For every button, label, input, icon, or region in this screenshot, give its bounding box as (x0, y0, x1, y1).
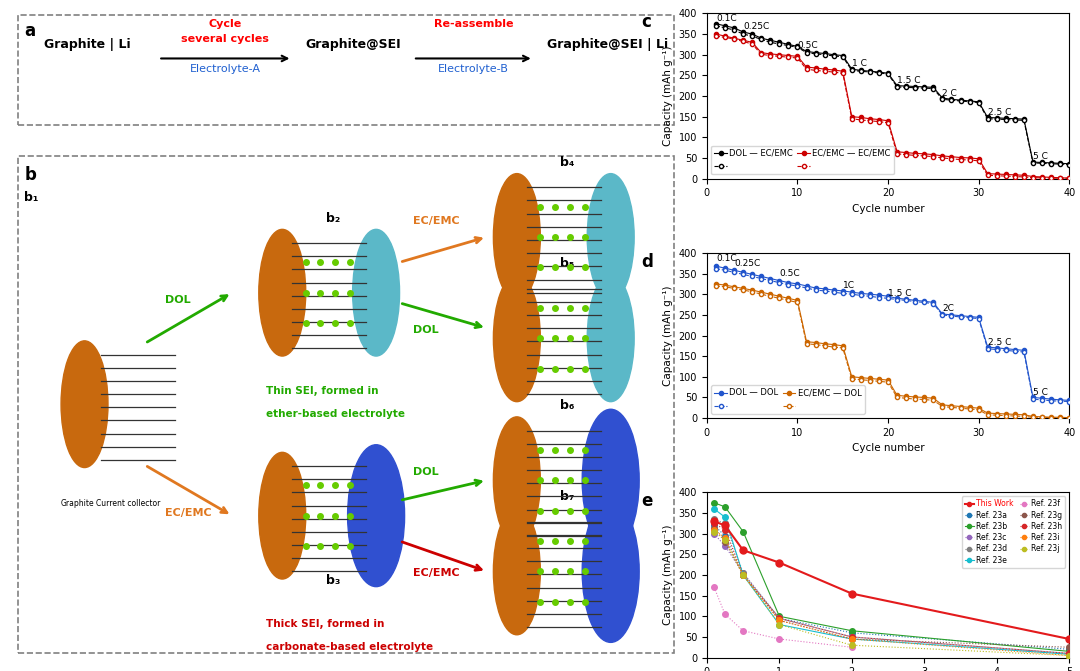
Text: DOL: DOL (165, 295, 190, 305)
Text: Cycle: Cycle (208, 19, 242, 29)
Text: c: c (642, 13, 651, 32)
Ellipse shape (582, 409, 639, 551)
Text: 5 C: 5 C (1032, 389, 1048, 397)
Text: b₅: b₅ (561, 258, 575, 270)
Text: 0.25C: 0.25C (734, 259, 760, 268)
Text: 1.5 C: 1.5 C (888, 289, 912, 299)
Text: 2.5 C: 2.5 C (988, 338, 1011, 347)
Text: 0.1C: 0.1C (716, 14, 737, 23)
X-axis label: Cycle number: Cycle number (852, 444, 924, 454)
Text: 2.5 C: 2.5 C (988, 107, 1011, 117)
Text: Thick SEI, formed in: Thick SEI, formed in (266, 619, 383, 629)
Text: b: b (24, 166, 36, 184)
Ellipse shape (494, 275, 540, 402)
Text: Graphite@SEI | Li: Graphite@SEI | Li (546, 38, 669, 51)
Text: b₁: b₁ (24, 191, 39, 205)
Text: several cycles: several cycles (181, 34, 269, 44)
Text: DOL: DOL (413, 467, 438, 477)
Ellipse shape (62, 341, 108, 468)
Text: 1 C: 1 C (852, 59, 866, 68)
Text: Thin SEI, formed in: Thin SEI, formed in (266, 386, 378, 396)
Text: b₃: b₃ (326, 574, 340, 587)
Ellipse shape (582, 501, 639, 642)
Legend: DOL — DOL, , EC/EMC — DOL, : DOL — DOL, , EC/EMC — DOL, (711, 385, 865, 414)
Text: EC/EMC: EC/EMC (165, 508, 212, 518)
Text: Graphite: Graphite (60, 499, 95, 507)
Bar (17, 156, 674, 652)
Ellipse shape (348, 445, 405, 586)
Y-axis label: Capacity (mAh g⁻¹): Capacity (mAh g⁻¹) (663, 285, 673, 386)
Text: 5 C: 5 C (1032, 152, 1048, 161)
Text: 0.1C: 0.1C (716, 254, 737, 263)
Text: EC/EMC: EC/EMC (413, 568, 460, 578)
Text: ether-based electrolyte: ether-based electrolyte (266, 409, 405, 419)
Text: a: a (24, 22, 36, 40)
Ellipse shape (259, 452, 306, 579)
Y-axis label: Capacity (mAh g⁻¹): Capacity (mAh g⁻¹) (663, 46, 673, 146)
Text: b₄: b₄ (561, 156, 575, 169)
Text: Electrolyte-B: Electrolyte-B (437, 64, 509, 74)
Bar (17, 15, 674, 125)
Text: Graphite | Li: Graphite | Li (44, 38, 131, 51)
Text: Electrolyte-A: Electrolyte-A (190, 64, 260, 74)
Ellipse shape (588, 275, 634, 402)
Legend: DOL — EC/EMC, , EC/EMC — EC/EMC, : DOL — EC/EMC, , EC/EMC — EC/EMC, (711, 146, 894, 174)
Text: DOL: DOL (413, 325, 438, 336)
Ellipse shape (494, 417, 540, 544)
Ellipse shape (259, 229, 306, 356)
Text: 1C: 1C (842, 281, 854, 290)
Text: 0.5C: 0.5C (780, 270, 800, 278)
Text: Graphite@SEI: Graphite@SEI (306, 38, 402, 51)
Text: carbonate-based electrolyte: carbonate-based electrolyte (266, 642, 433, 652)
Text: b₆: b₆ (561, 399, 575, 412)
Text: Current collector: Current collector (96, 499, 160, 507)
Text: d: d (642, 253, 653, 271)
Text: 0.25C: 0.25C (743, 22, 769, 31)
Text: Re-assemble: Re-assemble (433, 19, 513, 29)
Text: 0.5C: 0.5C (797, 41, 818, 50)
Text: 1.5 C: 1.5 C (897, 76, 920, 85)
Ellipse shape (494, 508, 540, 635)
Text: EC/EMC: EC/EMC (413, 216, 460, 226)
Text: 2C: 2C (943, 304, 955, 313)
Ellipse shape (353, 229, 400, 356)
Y-axis label: Capacity (mAh g⁻¹): Capacity (mAh g⁻¹) (663, 525, 673, 625)
Ellipse shape (588, 174, 634, 301)
Text: b₇: b₇ (561, 491, 575, 503)
Ellipse shape (494, 174, 540, 301)
Text: e: e (642, 493, 653, 511)
Text: b₂: b₂ (326, 212, 340, 225)
X-axis label: Cycle number: Cycle number (852, 204, 924, 214)
Text: 2 C: 2 C (943, 89, 957, 98)
Legend: This Work, Ref. 23a, Ref. 23b, Ref. 23c, Ref. 23d, Ref. 23e, Ref. 23f, Ref. 23g,: This Work, Ref. 23a, Ref. 23b, Ref. 23c,… (961, 497, 1065, 568)
